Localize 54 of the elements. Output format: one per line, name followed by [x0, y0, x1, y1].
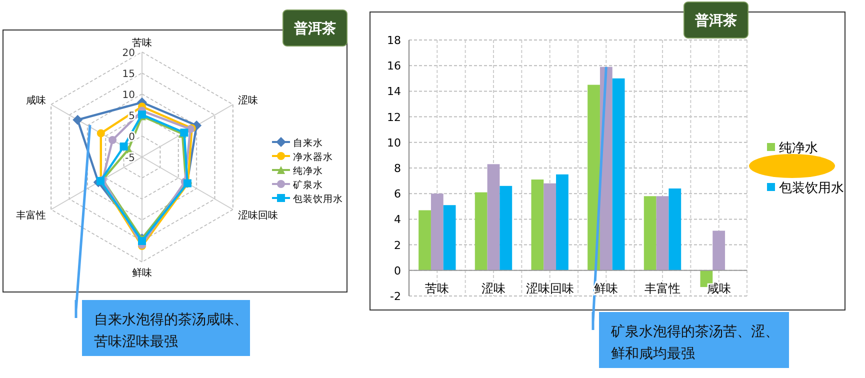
x-tick-label: 苦味: [425, 281, 450, 296]
legend-label: 净水器水: [293, 151, 333, 163]
spoke-label: 丰富性: [16, 210, 46, 222]
spoke-label: 涩味: [238, 94, 258, 106]
bar: [443, 205, 456, 270]
bar: [588, 84, 600, 270]
y-tick-label: 15: [122, 69, 135, 80]
bar: [712, 230, 726, 270]
legend-label: 纯净水: [779, 141, 818, 156]
bar: [556, 174, 568, 270]
chart-title: 普洱茶: [293, 20, 336, 37]
bar: [474, 192, 488, 270]
bar: [487, 164, 500, 270]
legend-label: 包装饮用水: [293, 193, 343, 205]
y-tick-label: 14: [387, 85, 401, 98]
y-tick-label: 16: [387, 60, 401, 73]
y-tick-label: 20: [122, 48, 135, 59]
bar: [430, 194, 444, 270]
y-tick-label: 5: [128, 111, 135, 122]
legend-label: 纯净水: [293, 165, 323, 177]
y-tick-label: 10: [122, 90, 135, 101]
y-tick-label: 8: [394, 162, 401, 175]
bar: [418, 210, 431, 270]
y-tick-label: 0: [128, 132, 135, 143]
y-tick-label: -5: [125, 153, 135, 164]
spoke-label: 涩味回味: [238, 210, 278, 222]
annotation: 矿泉水泡得的茶汤苦、涩、鲜和咸均最强: [610, 324, 779, 362]
y-tick-label: 18: [387, 34, 401, 47]
x-tick-label: 涩味: [482, 281, 506, 296]
x-tick-label: 咸味: [706, 281, 731, 296]
x-tick-label: 涩味回味: [526, 281, 574, 296]
y-tick-label: 2: [394, 238, 401, 252]
y-tick-label: 0: [394, 264, 401, 278]
bar: [612, 78, 625, 270]
bar: [656, 196, 669, 270]
bar: [531, 180, 544, 270]
y-tick-label: 10: [387, 136, 401, 150]
bar: [644, 196, 656, 270]
text: 自来水泡得的茶汤咸味、苦味涩味最强: [94, 312, 248, 350]
y-tick-label: 6: [394, 188, 401, 201]
spoke-label: 苦味: [132, 37, 152, 49]
spoke-label: 鲜味: [132, 267, 152, 279]
legend-label: 自来水: [293, 137, 323, 149]
y-tick-label: 12: [387, 110, 401, 124]
bar: [668, 188, 682, 270]
y-tick-label: 4: [394, 213, 401, 226]
bar: [500, 186, 512, 270]
legend-label: 矿泉水: [292, 179, 323, 191]
chart-title: 普洱茶: [694, 12, 737, 29]
legend-label: 包装饮用水: [779, 181, 844, 196]
bar: [544, 183, 556, 270]
x-tick-label: 丰富性: [644, 281, 680, 296]
spoke-label: 咸味: [26, 94, 46, 106]
y-tick-label: -2: [390, 290, 401, 303]
